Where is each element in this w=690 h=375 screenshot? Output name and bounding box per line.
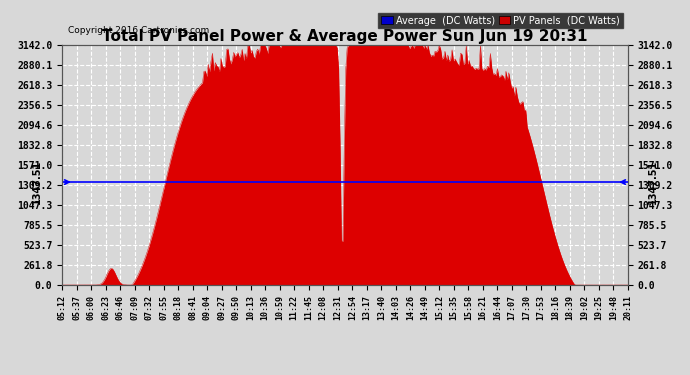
Text: 1347.51: 1347.51 xyxy=(32,160,41,204)
Text: Copyright 2016 Cartronics.com: Copyright 2016 Cartronics.com xyxy=(68,26,209,35)
Legend: Average  (DC Watts), PV Panels  (DC Watts): Average (DC Watts), PV Panels (DC Watts) xyxy=(378,13,623,28)
Title: Total PV Panel Power & Average Power Sun Jun 19 20:31: Total PV Panel Power & Average Power Sun… xyxy=(102,29,588,44)
Text: 1347.51: 1347.51 xyxy=(649,160,658,204)
